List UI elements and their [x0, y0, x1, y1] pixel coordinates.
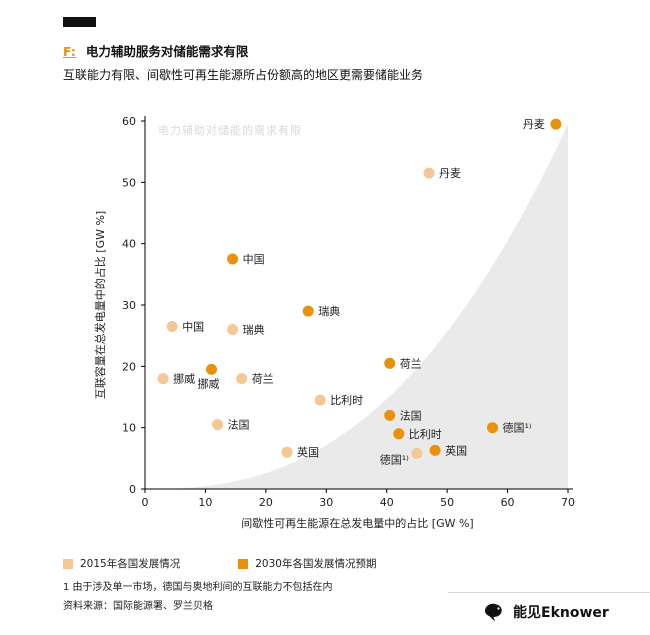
x-tick-label: 60 [501, 496, 515, 509]
data-point-label: 英国 [445, 443, 467, 457]
figure-subtitle: 互联能力有限、间歇性可再生能源所占份额高的地区更需要储能业务 [63, 68, 424, 82]
data-point-label: 英国 [297, 445, 319, 459]
data-point-德国¹⁾ [411, 447, 423, 459]
data-point-label: 比利时 [409, 428, 442, 441]
data-point-label: 瑞典 [243, 323, 265, 337]
figure-label: F: [63, 44, 76, 59]
data-point-比利时 [314, 394, 326, 406]
y-tick-label: 0 [129, 483, 136, 496]
y-tick-label: 50 [122, 176, 136, 189]
top-brand-bar [63, 17, 96, 27]
y-axis-label: 互联容量在总发电量中的占比 [GW %] [94, 210, 107, 400]
eknower-logo-icon [485, 603, 502, 622]
data-point-label: 德国¹⁾ [380, 452, 409, 466]
data-point-label: 中国 [182, 321, 204, 334]
data-point-label: 荷兰 [400, 357, 422, 370]
data-point-挪威 [157, 373, 169, 385]
legend-swatch-2015 [63, 558, 73, 569]
x-tick-label: 70 [561, 496, 575, 509]
source-line: 资料来源：国际能源署、罗兰贝格 [63, 601, 213, 612]
publisher-name: 能见Eknower [513, 605, 609, 621]
data-point-label: 中国 [243, 253, 265, 266]
data-point-英国 [281, 446, 293, 458]
legend-item-2015: 2015年各国发展情况 [63, 556, 180, 571]
data-point-瑞典 [302, 305, 314, 317]
x-tick-label: 30 [319, 496, 333, 509]
data-point-挪威 [206, 363, 217, 375]
figure-header: F: 电力辅助服务对储能需求有限 互联能力有限、间歇性可再生能源所占份额高的地区更… [63, 44, 423, 83]
legend-swatch-2030 [238, 558, 249, 569]
data-point-label: 挪威 [173, 372, 195, 386]
data-point-比利时 [393, 428, 405, 440]
data-point-label: 荷兰 [252, 373, 274, 386]
data-point-丹麦 [550, 118, 562, 130]
publisher-brand: 能见Eknower [482, 601, 609, 623]
x-tick-label: 50 [440, 496, 454, 509]
y-tick-label: 40 [122, 238, 136, 251]
data-point-法国 [384, 409, 396, 421]
legend: 2015年各国发展情况 2030年各国发展情况预期 [63, 556, 376, 571]
data-point-丹麦 [423, 167, 435, 179]
data-point-label: 挪威 [198, 376, 220, 390]
data-point-荷兰 [384, 357, 396, 369]
data-point-label: 法国 [400, 408, 422, 422]
y-tick-label: 30 [122, 299, 136, 312]
x-tick-label: 0 [142, 496, 149, 509]
data-point-label: 丹麦 [523, 118, 545, 131]
bottom-divider [448, 592, 650, 593]
threshold-region [145, 124, 568, 489]
legend-label-2030: 2030年各国发展情况预期 [255, 558, 377, 570]
data-point-德国¹⁾ [487, 422, 498, 434]
data-point-label: 比利时 [330, 394, 363, 407]
data-point-英国 [429, 444, 441, 456]
data-point-label: 丹麦 [439, 167, 461, 180]
data-point-中国 [166, 321, 178, 332]
x-tick-label: 40 [380, 496, 394, 509]
y-tick-label: 10 [122, 422, 136, 435]
legend-item-2030: 2030年各国发展情况预期 [238, 556, 376, 571]
x-tick-label: 10 [198, 496, 212, 509]
x-axis-label: 间歇性可再生能源在总发电量中的占比 [GW %] [241, 517, 474, 530]
data-point-瑞典 [227, 324, 239, 335]
figure-title: 电力辅助服务对储能需求有限 [85, 44, 249, 59]
footnote: 1 由于涉及单一市场，德国与奥地利间的互联能力不包括在内 [63, 582, 333, 593]
data-point-label: 德国¹⁾ [503, 421, 532, 435]
data-point-label: 瑞典 [318, 304, 340, 318]
watermark: 电力辅助对储能的需求有限 [158, 124, 302, 137]
data-point-label: 法国 [228, 418, 250, 432]
data-point-中国 [227, 253, 239, 265]
data-point-荷兰 [236, 373, 248, 385]
data-point-法国 [212, 419, 223, 431]
x-tick-label: 20 [259, 496, 273, 509]
y-tick-label: 20 [122, 360, 136, 373]
legend-label-2015: 2015年各国发展情况 [80, 558, 181, 570]
y-tick-label: 60 [122, 115, 136, 128]
chart: 0 10 20 30 40 50 60 70 0 10 20 30 40 50 60 丹麦 中国 瑞典 挪威 荷兰 法国… [0, 95, 650, 540]
